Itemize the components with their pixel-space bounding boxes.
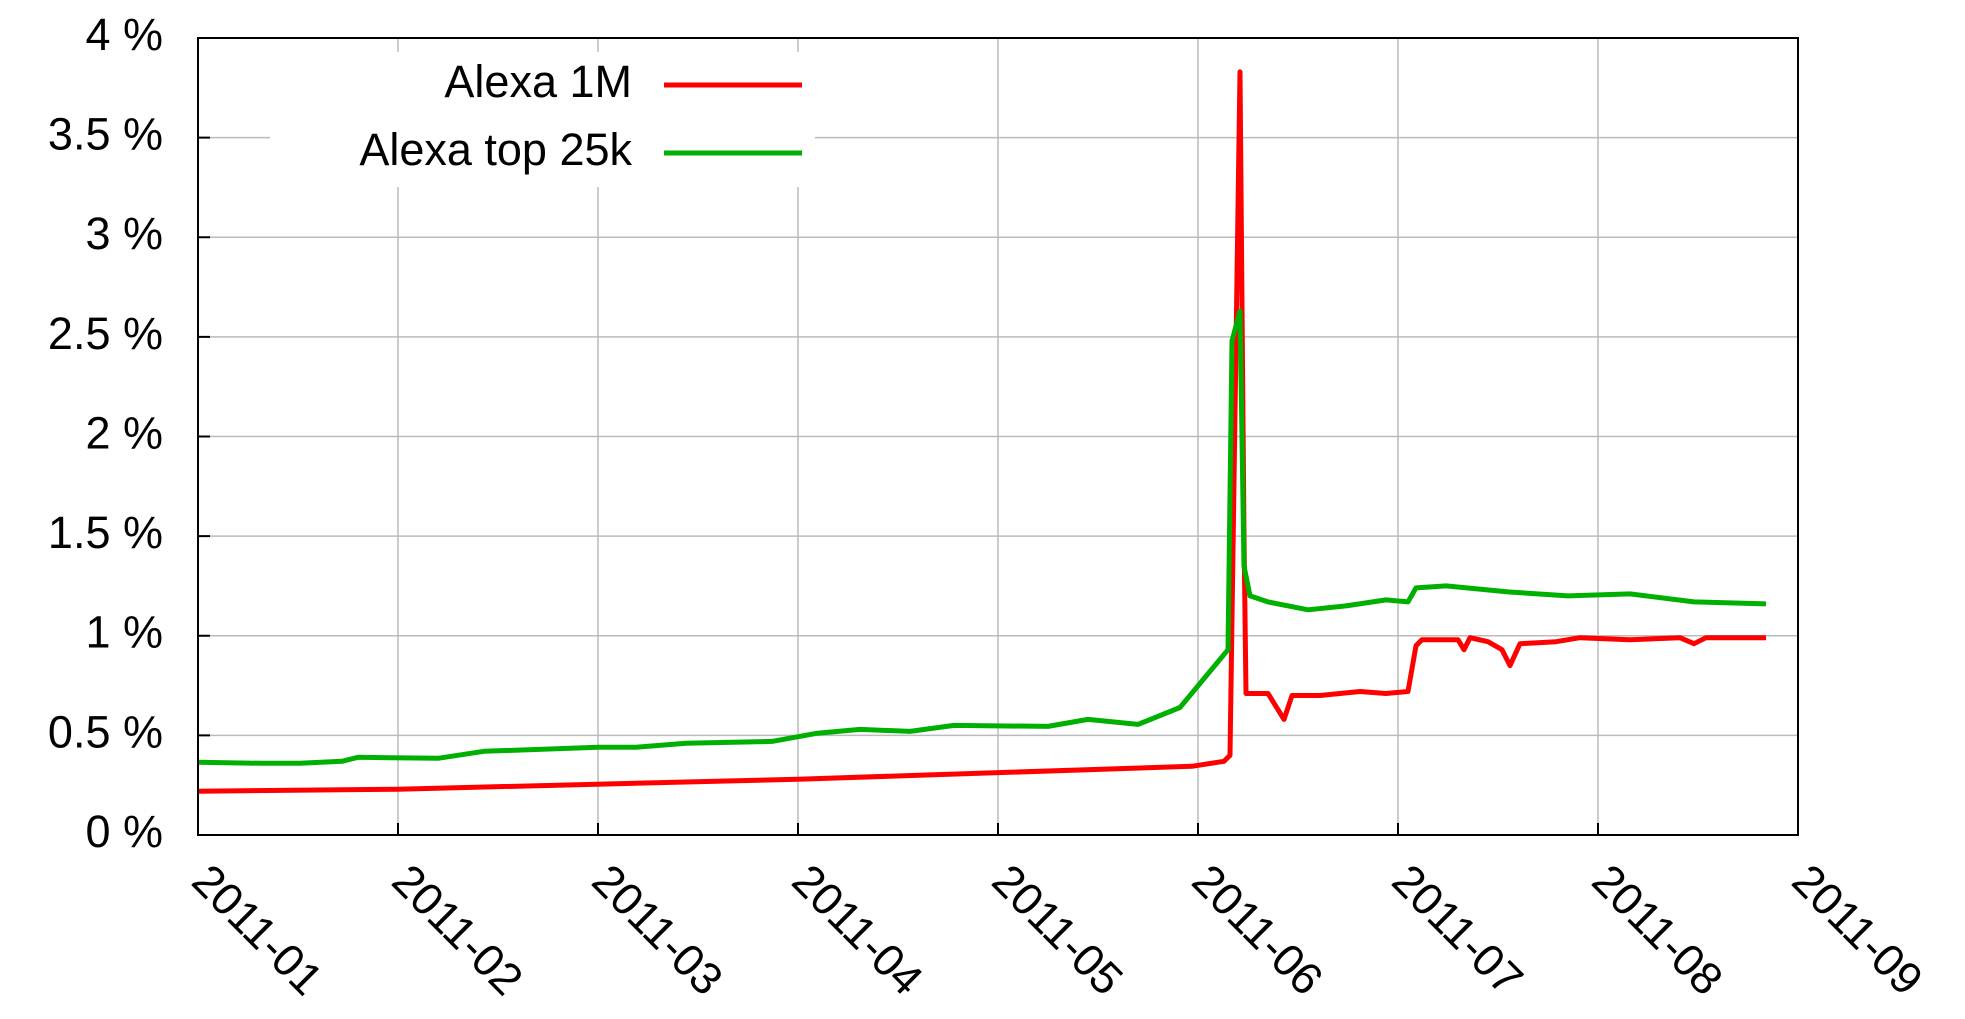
series-line: [197, 69, 1766, 794]
legend-label: Alexa 1M: [444, 56, 632, 107]
x-tick-label: 2011-08: [1583, 854, 1733, 1004]
legend-box: [270, 52, 815, 187]
legend-label: Alexa top 25k: [359, 124, 632, 175]
x-tick-label: 2011-06: [1183, 854, 1333, 1004]
y-tick-label: 2.5 %: [48, 308, 163, 359]
x-tick-label: 2011-04: [783, 854, 933, 1004]
x-tick-label: 2011-05: [983, 854, 1133, 1004]
x-tick-label: 2011-03: [583, 854, 733, 1004]
y-tick-label: 1 %: [85, 607, 163, 658]
series-line: [197, 308, 1767, 766]
y-tick-label: 4 %: [85, 9, 163, 60]
x-tick-label: 2011-07: [1383, 854, 1533, 1004]
y-tick-label: 3 %: [85, 208, 163, 259]
y-tick-label: 2 %: [85, 407, 163, 458]
x-tick-label: 2011-09: [1783, 854, 1933, 1004]
y-tick-label: 1.5 %: [48, 507, 163, 558]
y-tick-label: 0.5 %: [48, 706, 163, 757]
plot-frame: [197, 37, 1799, 836]
x-tick-label: 2011-02: [383, 854, 533, 1004]
y-tick-label: 0 %: [85, 806, 163, 857]
y-tick-label: 3.5 %: [48, 109, 163, 160]
x-tick-label: 2011-01: [183, 854, 333, 1004]
